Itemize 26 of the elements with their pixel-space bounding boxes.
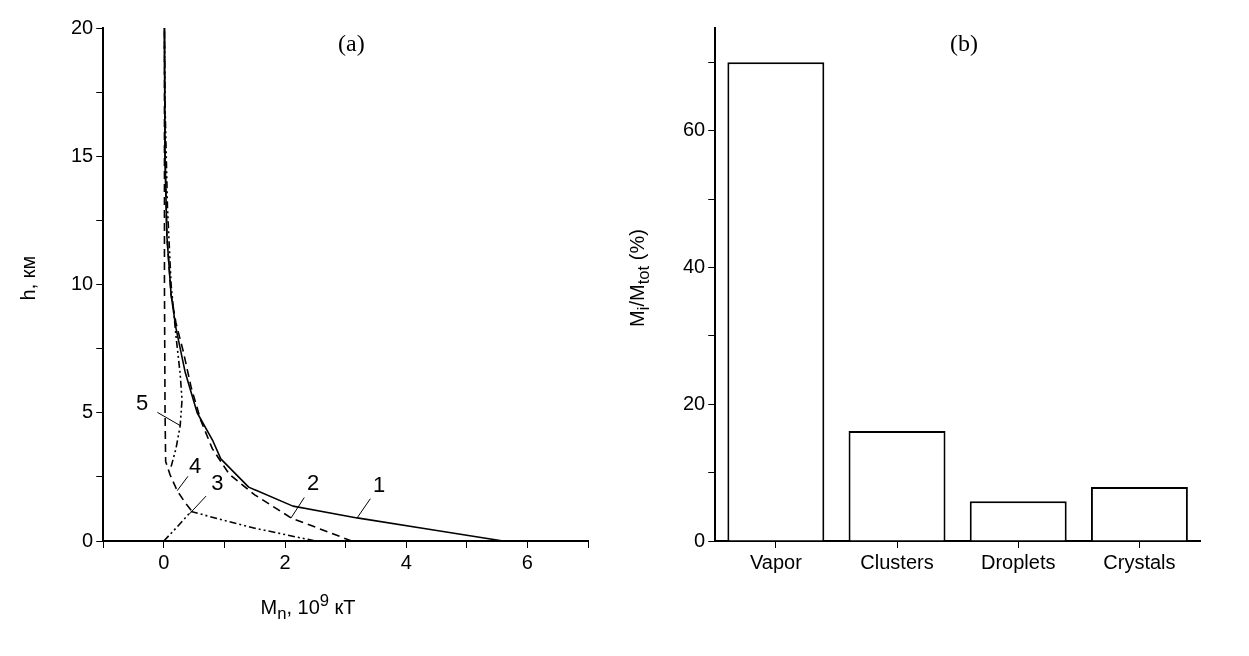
annotation: 4 xyxy=(189,452,202,478)
x-tick-label: 4 xyxy=(400,550,412,573)
annotation: 1 xyxy=(373,471,386,497)
annotation: 3 xyxy=(211,470,224,496)
y-tick-label: 10 xyxy=(71,272,94,295)
y-tick-label: 5 xyxy=(82,400,94,423)
x-axis-title: M$_{n}$, 10$^{9}$ кТ xyxy=(259,591,357,624)
annotation: 2 xyxy=(306,469,320,495)
chart-title: (a) xyxy=(338,30,365,57)
x-tick-label: Clusters xyxy=(860,550,934,573)
y-tick-label: 0 xyxy=(82,528,94,551)
y-tick-label: 20 xyxy=(71,15,94,38)
y-tick-label: 0 xyxy=(694,528,706,551)
x-tick-label: 6 xyxy=(521,550,533,573)
x-tick-label: Crystals xyxy=(1103,550,1176,573)
y-tick-label: 15 xyxy=(71,143,94,166)
annotation: 5 xyxy=(136,389,149,415)
y-tick-label: 60 xyxy=(683,118,706,141)
x-tick-label: 2 xyxy=(279,550,291,573)
chart-title: (b) xyxy=(950,30,978,57)
x-tick-label: Droplets xyxy=(980,550,1056,573)
y-axis-title: h, км xyxy=(16,255,40,301)
x-tick-label: 0 xyxy=(158,550,170,573)
y-tick-label: 20 xyxy=(683,391,706,414)
y-tick-label: 40 xyxy=(683,254,706,277)
x-tick-label: Vapor xyxy=(749,550,803,573)
